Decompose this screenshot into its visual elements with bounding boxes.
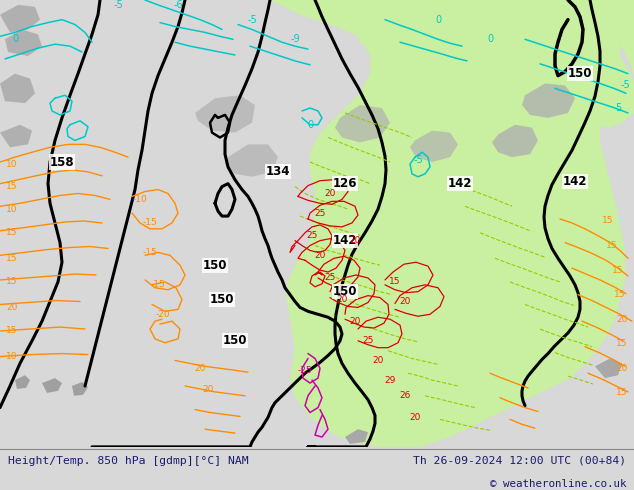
Text: 20: 20	[399, 297, 411, 306]
Polygon shape	[416, 0, 634, 203]
Polygon shape	[195, 95, 255, 133]
Text: 15: 15	[614, 290, 626, 299]
Polygon shape	[225, 145, 278, 177]
Text: 5: 5	[615, 103, 621, 113]
Polygon shape	[580, 0, 634, 75]
Text: 15: 15	[616, 389, 628, 397]
Text: -15: -15	[143, 248, 157, 257]
Text: -5: -5	[413, 155, 423, 165]
Polygon shape	[72, 382, 88, 396]
Text: 15: 15	[389, 277, 401, 286]
Text: 20: 20	[314, 251, 326, 260]
Text: 26: 26	[399, 392, 411, 400]
Text: 20: 20	[336, 295, 347, 304]
Text: 15: 15	[6, 326, 18, 336]
Text: 10: 10	[6, 205, 18, 214]
Text: -6: -6	[173, 0, 183, 10]
Text: 20: 20	[372, 356, 384, 365]
Text: 0: 0	[487, 34, 493, 44]
Text: 142: 142	[448, 177, 472, 190]
Text: 15: 15	[602, 217, 614, 225]
Text: 158: 158	[49, 155, 74, 169]
Text: 20: 20	[6, 303, 18, 312]
Text: -5: -5	[247, 15, 257, 24]
Text: -5: -5	[620, 80, 630, 91]
Text: 15: 15	[6, 182, 18, 191]
Text: Th 26-09-2024 12:00 UTC (00+84): Th 26-09-2024 12:00 UTC (00+84)	[413, 456, 626, 466]
Polygon shape	[410, 131, 458, 162]
Polygon shape	[345, 429, 368, 444]
Polygon shape	[0, 5, 40, 32]
Text: Height/Temp. 850 hPa [gdmp][°C] NAM: Height/Temp. 850 hPa [gdmp][°C] NAM	[8, 456, 249, 466]
Polygon shape	[15, 375, 30, 389]
Text: 15: 15	[6, 254, 18, 263]
Text: 15: 15	[606, 241, 618, 250]
Text: 142: 142	[333, 234, 357, 247]
Text: 150: 150	[223, 334, 247, 347]
Text: 20: 20	[202, 386, 214, 394]
Text: 10: 10	[6, 352, 18, 361]
Polygon shape	[0, 74, 35, 103]
Text: -25: -25	[298, 366, 313, 375]
Polygon shape	[522, 83, 575, 118]
Text: 20: 20	[194, 364, 205, 373]
Text: -10: -10	[133, 195, 147, 204]
Text: 20: 20	[349, 236, 361, 245]
Polygon shape	[335, 105, 390, 143]
Text: -5: -5	[113, 0, 123, 10]
Text: -15: -15	[151, 280, 165, 289]
Polygon shape	[595, 359, 622, 378]
Text: 150: 150	[210, 293, 234, 306]
Text: 15: 15	[616, 339, 628, 348]
Text: 10: 10	[6, 160, 18, 169]
Polygon shape	[0, 125, 32, 147]
Text: © weatheronline.co.uk: © weatheronline.co.uk	[490, 479, 626, 489]
Polygon shape	[590, 0, 634, 51]
Text: 20: 20	[349, 317, 361, 326]
Polygon shape	[5, 29, 42, 56]
Polygon shape	[270, 0, 625, 447]
Text: 15: 15	[6, 277, 18, 286]
Text: 20: 20	[410, 413, 421, 422]
Text: 29: 29	[384, 376, 396, 385]
Text: -20: -20	[156, 310, 171, 319]
Polygon shape	[42, 378, 62, 393]
Text: 25: 25	[325, 273, 335, 282]
Text: 134: 134	[266, 166, 290, 178]
Text: 20: 20	[616, 364, 628, 373]
Text: -15: -15	[143, 219, 157, 227]
Text: 20: 20	[616, 315, 628, 324]
Text: 25: 25	[362, 336, 373, 345]
Text: 15: 15	[612, 266, 624, 274]
Text: 25: 25	[306, 231, 318, 240]
Text: 0: 0	[12, 34, 18, 44]
Text: 150: 150	[333, 285, 357, 298]
Text: 142: 142	[563, 175, 587, 188]
Text: 15: 15	[6, 228, 18, 237]
Text: -9: -9	[290, 34, 300, 44]
Polygon shape	[492, 125, 538, 157]
Text: 126: 126	[333, 177, 357, 190]
Text: 150: 150	[568, 67, 592, 80]
Text: 0: 0	[435, 15, 441, 24]
Text: 0: 0	[307, 120, 313, 130]
Text: 150: 150	[203, 259, 227, 271]
Text: 20: 20	[325, 189, 335, 198]
Text: 25: 25	[314, 209, 326, 218]
